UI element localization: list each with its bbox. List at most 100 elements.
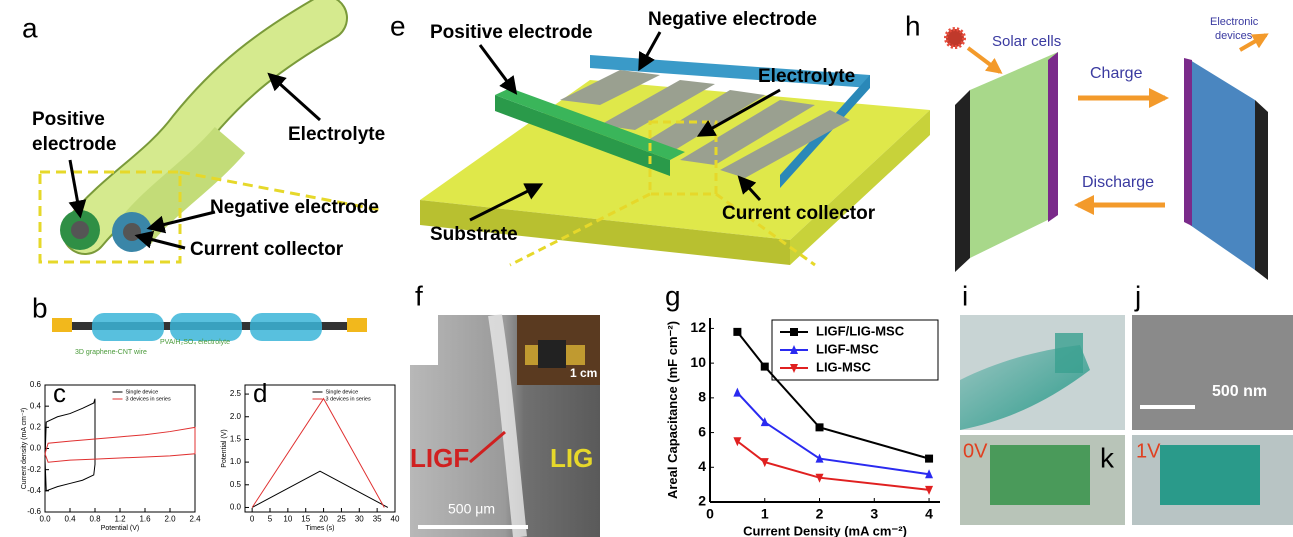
y-tick-label: 0.2: [30, 422, 42, 431]
label: Electrolyte: [758, 66, 855, 87]
x-tick-label: 1.2: [114, 514, 126, 523]
arrow: [70, 160, 80, 215]
panel-b: b 3D graphene-CNT wire PVA/H₂SO₄ electro…: [32, 292, 367, 355]
panel-a: a Positive electrode Electrolyte Negativ…: [22, 12, 385, 262]
label: PVA/H₂SO₄ electrolyte: [160, 339, 230, 346]
label: 0V: [963, 440, 988, 462]
label: Positive: [32, 109, 105, 130]
panel-label: h: [905, 10, 921, 41]
y-tick-label: 2.0: [230, 412, 242, 421]
x-tick-label: 0.0: [39, 514, 51, 523]
label: Electrolyte: [288, 124, 385, 145]
panels-ijk: i j k 500 nm 0V 1V: [960, 280, 1293, 525]
y-tick-label: 12: [690, 319, 706, 335]
label: Discharge: [1082, 174, 1154, 191]
y-tick-label: 6: [698, 423, 706, 439]
y-tick-label: 10: [690, 354, 706, 370]
legend-label: LIGF-MSC: [816, 341, 879, 356]
inset-pattern: [538, 340, 566, 368]
panel-label: c: [53, 378, 66, 408]
plot-frame: [45, 385, 195, 512]
label: LIG: [550, 443, 593, 473]
series-line: [45, 399, 95, 491]
solar-cell: [970, 52, 1058, 258]
contact: [347, 318, 367, 332]
edge: [955, 90, 970, 272]
y-tick-label: 8: [698, 389, 706, 405]
legend-label: Single device: [126, 389, 159, 395]
x-tick-label: 2.0: [164, 514, 176, 523]
x-tick-label: 2: [816, 505, 824, 521]
y-tick-label: 2: [698, 493, 706, 509]
label: Current collector: [190, 239, 344, 260]
series-line: [45, 427, 195, 462]
label: Substrate: [430, 224, 518, 245]
label: Negative electrode: [648, 9, 817, 30]
contact: [52, 318, 72, 332]
marker: [925, 455, 933, 463]
panel-e: e Positive electrode Negative electrode …: [390, 9, 930, 265]
label: devices: [1215, 30, 1253, 42]
x-tick-label: 0: [706, 505, 714, 521]
y-tick-label: 2.5: [230, 389, 242, 398]
panel-h: h Solar cells Electronic devices Charge …: [905, 10, 1268, 280]
device-off: [990, 445, 1090, 505]
device: [1190, 60, 1255, 270]
blank: [410, 315, 438, 365]
x-tick-label: 25: [337, 514, 346, 523]
panel-label: g: [665, 280, 681, 311]
x-tick-label: 0.8: [89, 514, 101, 523]
y-tick-label: -0.6: [27, 507, 41, 516]
series-line: [737, 441, 929, 490]
legend-label: Single device: [326, 389, 359, 395]
label: electrode: [32, 134, 116, 155]
panel-label: d: [253, 378, 267, 408]
panel-label: b: [32, 292, 48, 323]
label: Charge: [1090, 65, 1143, 82]
label: Electronic: [1210, 16, 1259, 28]
y-tick-label: 0.5: [230, 480, 242, 489]
x-tick-label: 1.6: [139, 514, 151, 523]
y-tick-label: 0.0: [230, 503, 242, 512]
y-tick-label: 0.4: [30, 401, 42, 410]
scale-label: 1 cm: [570, 366, 597, 380]
sem-image: [1132, 315, 1293, 430]
scale-bar: [1140, 405, 1195, 409]
x-tick-label: 3: [870, 505, 878, 521]
figure: a Positive electrode Electrolyte Negativ…: [0, 0, 1293, 537]
x-tick-label: 5: [268, 514, 273, 523]
panel-label: i: [962, 280, 968, 311]
edge: [1255, 100, 1268, 280]
legend-label: LIGF/LIG-MSC: [816, 323, 905, 338]
y-tick-label: -0.4: [27, 486, 41, 495]
x-tick-label: 0: [250, 514, 255, 523]
scale-label: 500 μm: [448, 501, 495, 517]
panel-label: f: [415, 280, 423, 311]
marker: [733, 328, 741, 336]
x-tick-label: 35: [373, 514, 382, 523]
panel-label: e: [390, 10, 406, 41]
device-on: [1160, 445, 1260, 505]
x-tick-label: 40: [391, 514, 400, 523]
scale-bar: [418, 525, 528, 529]
x-axis-label: Times (s): [306, 525, 335, 532]
edge: [1184, 58, 1192, 226]
y-axis-label: Current density (mA cm⁻²): [21, 408, 28, 490]
collector: [123, 223, 141, 241]
x-tick-label: 4: [925, 505, 933, 521]
x-axis-label: Current Density (mA cm⁻²): [743, 523, 907, 537]
x-tick-label: 0.4: [64, 514, 76, 523]
panel-f: f 1 cm LIGF LIG 500 μm: [410, 280, 600, 537]
panel-label: k: [1100, 442, 1115, 473]
legend-label: 3 devices in series: [126, 396, 171, 402]
marker: [733, 437, 741, 446]
series-line: [252, 399, 384, 508]
sun: [946, 29, 964, 47]
label: 3D graphene-CNT wire: [75, 349, 147, 356]
y-tick-label: 4: [698, 458, 706, 474]
device: [1055, 333, 1083, 373]
y-tick-label: 1.0: [230, 457, 242, 466]
device: [170, 313, 242, 341]
